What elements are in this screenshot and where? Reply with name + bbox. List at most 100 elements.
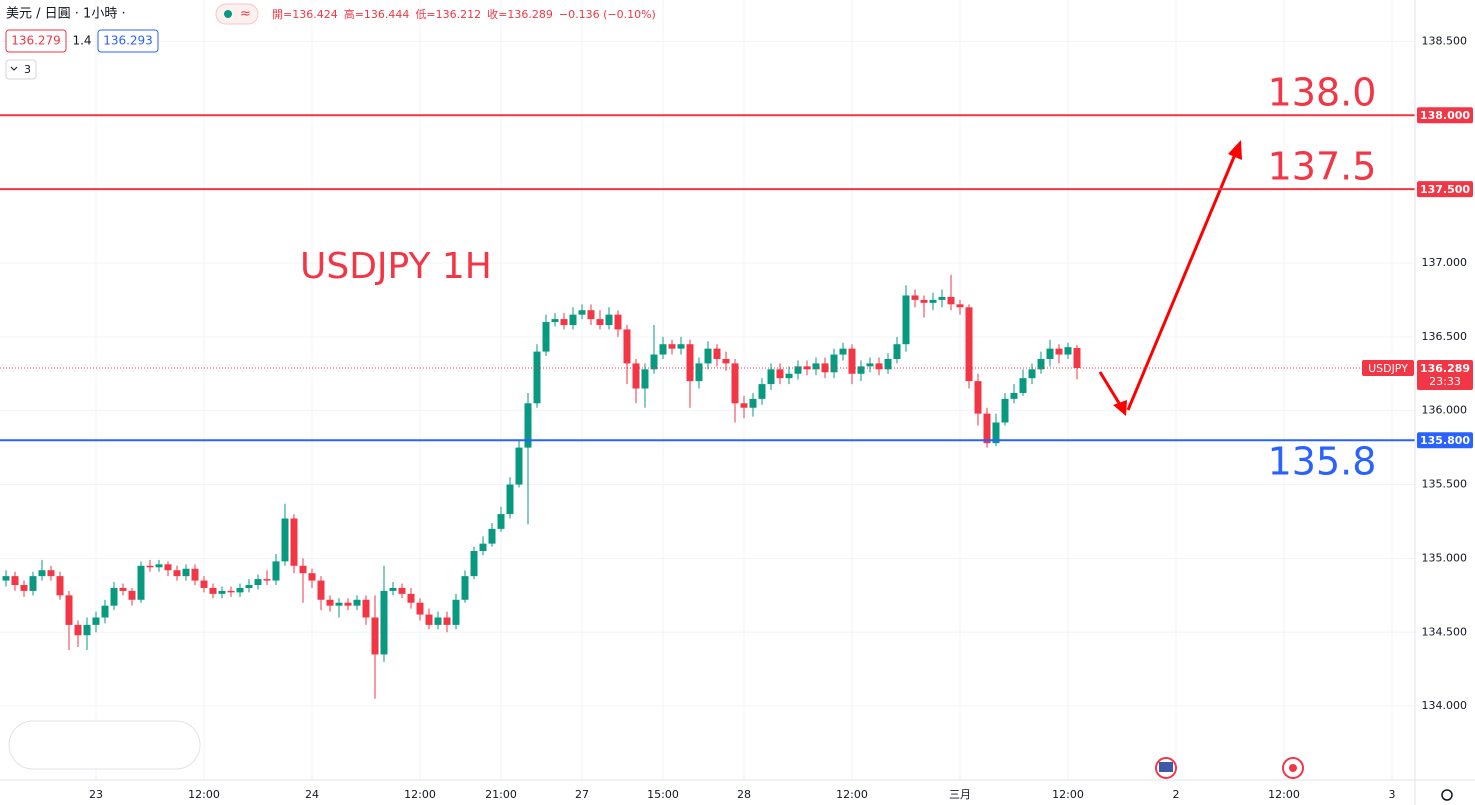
ask-box[interactable] xyxy=(97,29,159,53)
candle-body xyxy=(974,381,982,414)
candle-body xyxy=(920,299,928,303)
candle-body xyxy=(1055,348,1063,355)
candle-body xyxy=(812,363,820,370)
candle-body xyxy=(353,599,361,606)
change: −0.136 (−0.10%) xyxy=(559,8,656,21)
candle-body xyxy=(794,366,802,374)
indicator-toggle[interactable] xyxy=(5,59,37,80)
candle-body xyxy=(236,587,244,593)
candle-body xyxy=(1010,392,1018,399)
candle-body xyxy=(272,561,280,581)
candle-body xyxy=(929,299,937,303)
header: 美元 / 日圓 · 1小時 · ≈ 開=136.424 高=136.444 低=13… xyxy=(5,3,656,80)
candle-body xyxy=(524,403,532,448)
price-label: 136.289 xyxy=(1420,362,1470,375)
candle-body xyxy=(335,602,343,606)
candle-body xyxy=(1037,358,1045,370)
candle-body xyxy=(695,363,703,382)
x-tick-label: 12:00 xyxy=(836,788,868,801)
level-label: 138.0 xyxy=(1268,71,1377,115)
countdown: 23:33 xyxy=(1429,375,1461,388)
candle-body xyxy=(668,344,676,349)
candle-body xyxy=(956,304,964,308)
candle-body xyxy=(506,484,514,515)
ask: 136.293 xyxy=(103,34,153,48)
candle-body xyxy=(596,319,604,325)
x-tick-label: 24 xyxy=(305,788,319,801)
settings-icon[interactable] xyxy=(1441,789,1453,801)
candle-body xyxy=(308,573,316,581)
candle-body xyxy=(407,593,415,603)
candle-body xyxy=(749,398,757,408)
candle-body xyxy=(938,296,946,300)
candle-body xyxy=(515,447,523,485)
candle-body xyxy=(389,587,397,591)
candle-body xyxy=(704,348,712,364)
ohlc-item: 開=136.424 xyxy=(272,8,338,21)
y-tick-label: 138.500 xyxy=(1422,34,1468,47)
x-tick-label: 三月 xyxy=(949,788,971,801)
candle-body xyxy=(875,363,883,370)
status-pill[interactable] xyxy=(215,3,259,25)
candle-body xyxy=(290,518,298,566)
candle-body xyxy=(434,617,442,625)
candle-body xyxy=(569,314,577,325)
candle-body xyxy=(731,363,739,404)
candle-body xyxy=(362,599,370,618)
symbol-badge xyxy=(1362,359,1414,376)
candle-body xyxy=(119,587,127,591)
candle-body xyxy=(218,590,226,594)
x-tick-label: 28 xyxy=(737,788,751,801)
candle-body xyxy=(1046,348,1054,359)
input-box[interactable] xyxy=(8,720,201,770)
candle-body xyxy=(713,348,721,359)
candle-body xyxy=(866,363,874,367)
level-badge xyxy=(1417,181,1473,198)
candle-body xyxy=(2,576,10,581)
candle-body xyxy=(470,551,478,577)
candle-body xyxy=(245,585,253,588)
x-tick-label: 21:00 xyxy=(485,788,517,801)
candle-body xyxy=(830,354,838,373)
candle-body xyxy=(740,403,748,408)
candle-body xyxy=(488,528,496,544)
candle-body xyxy=(776,369,784,379)
candle-body xyxy=(443,617,451,625)
price-badge xyxy=(1417,359,1473,390)
candle-body xyxy=(74,624,82,636)
candle-body xyxy=(398,587,406,594)
candle-body xyxy=(1073,348,1081,368)
candle-body xyxy=(1064,347,1072,355)
candle-body xyxy=(38,570,46,577)
candle-body xyxy=(587,310,595,320)
arrow xyxy=(1126,151,1238,411)
candle-body xyxy=(344,602,352,606)
candle-body xyxy=(92,617,100,625)
candle-body xyxy=(983,413,991,444)
x-tick-label: 3 xyxy=(1389,788,1396,801)
candle-body xyxy=(785,373,793,379)
symbol-label: USDJPY xyxy=(1368,362,1408,375)
candle-body xyxy=(191,568,199,581)
ohlc-item: 高=136.444 xyxy=(344,7,410,21)
candle-body xyxy=(452,599,460,625)
candle-body xyxy=(371,617,379,655)
ohlc-item: 低=136.212 xyxy=(415,8,481,21)
arrow-head xyxy=(1113,400,1127,416)
candle-body xyxy=(758,384,766,399)
indicator-count: 3 xyxy=(24,63,31,76)
y-tick-label: 136.000 xyxy=(1422,404,1468,417)
bid-box[interactable] xyxy=(5,29,67,53)
candle-body xyxy=(551,319,559,323)
candle-body xyxy=(722,358,730,364)
candle-body xyxy=(650,354,658,370)
candle-body xyxy=(632,363,640,389)
candle-body xyxy=(47,570,55,577)
candle-body xyxy=(884,358,892,370)
candle-body xyxy=(533,351,541,404)
level-axis-label: 137.500 xyxy=(1420,183,1470,196)
candle-body xyxy=(686,344,694,382)
candle-body xyxy=(902,295,910,345)
candle-body xyxy=(1001,398,1009,423)
candles xyxy=(2,274,1081,699)
